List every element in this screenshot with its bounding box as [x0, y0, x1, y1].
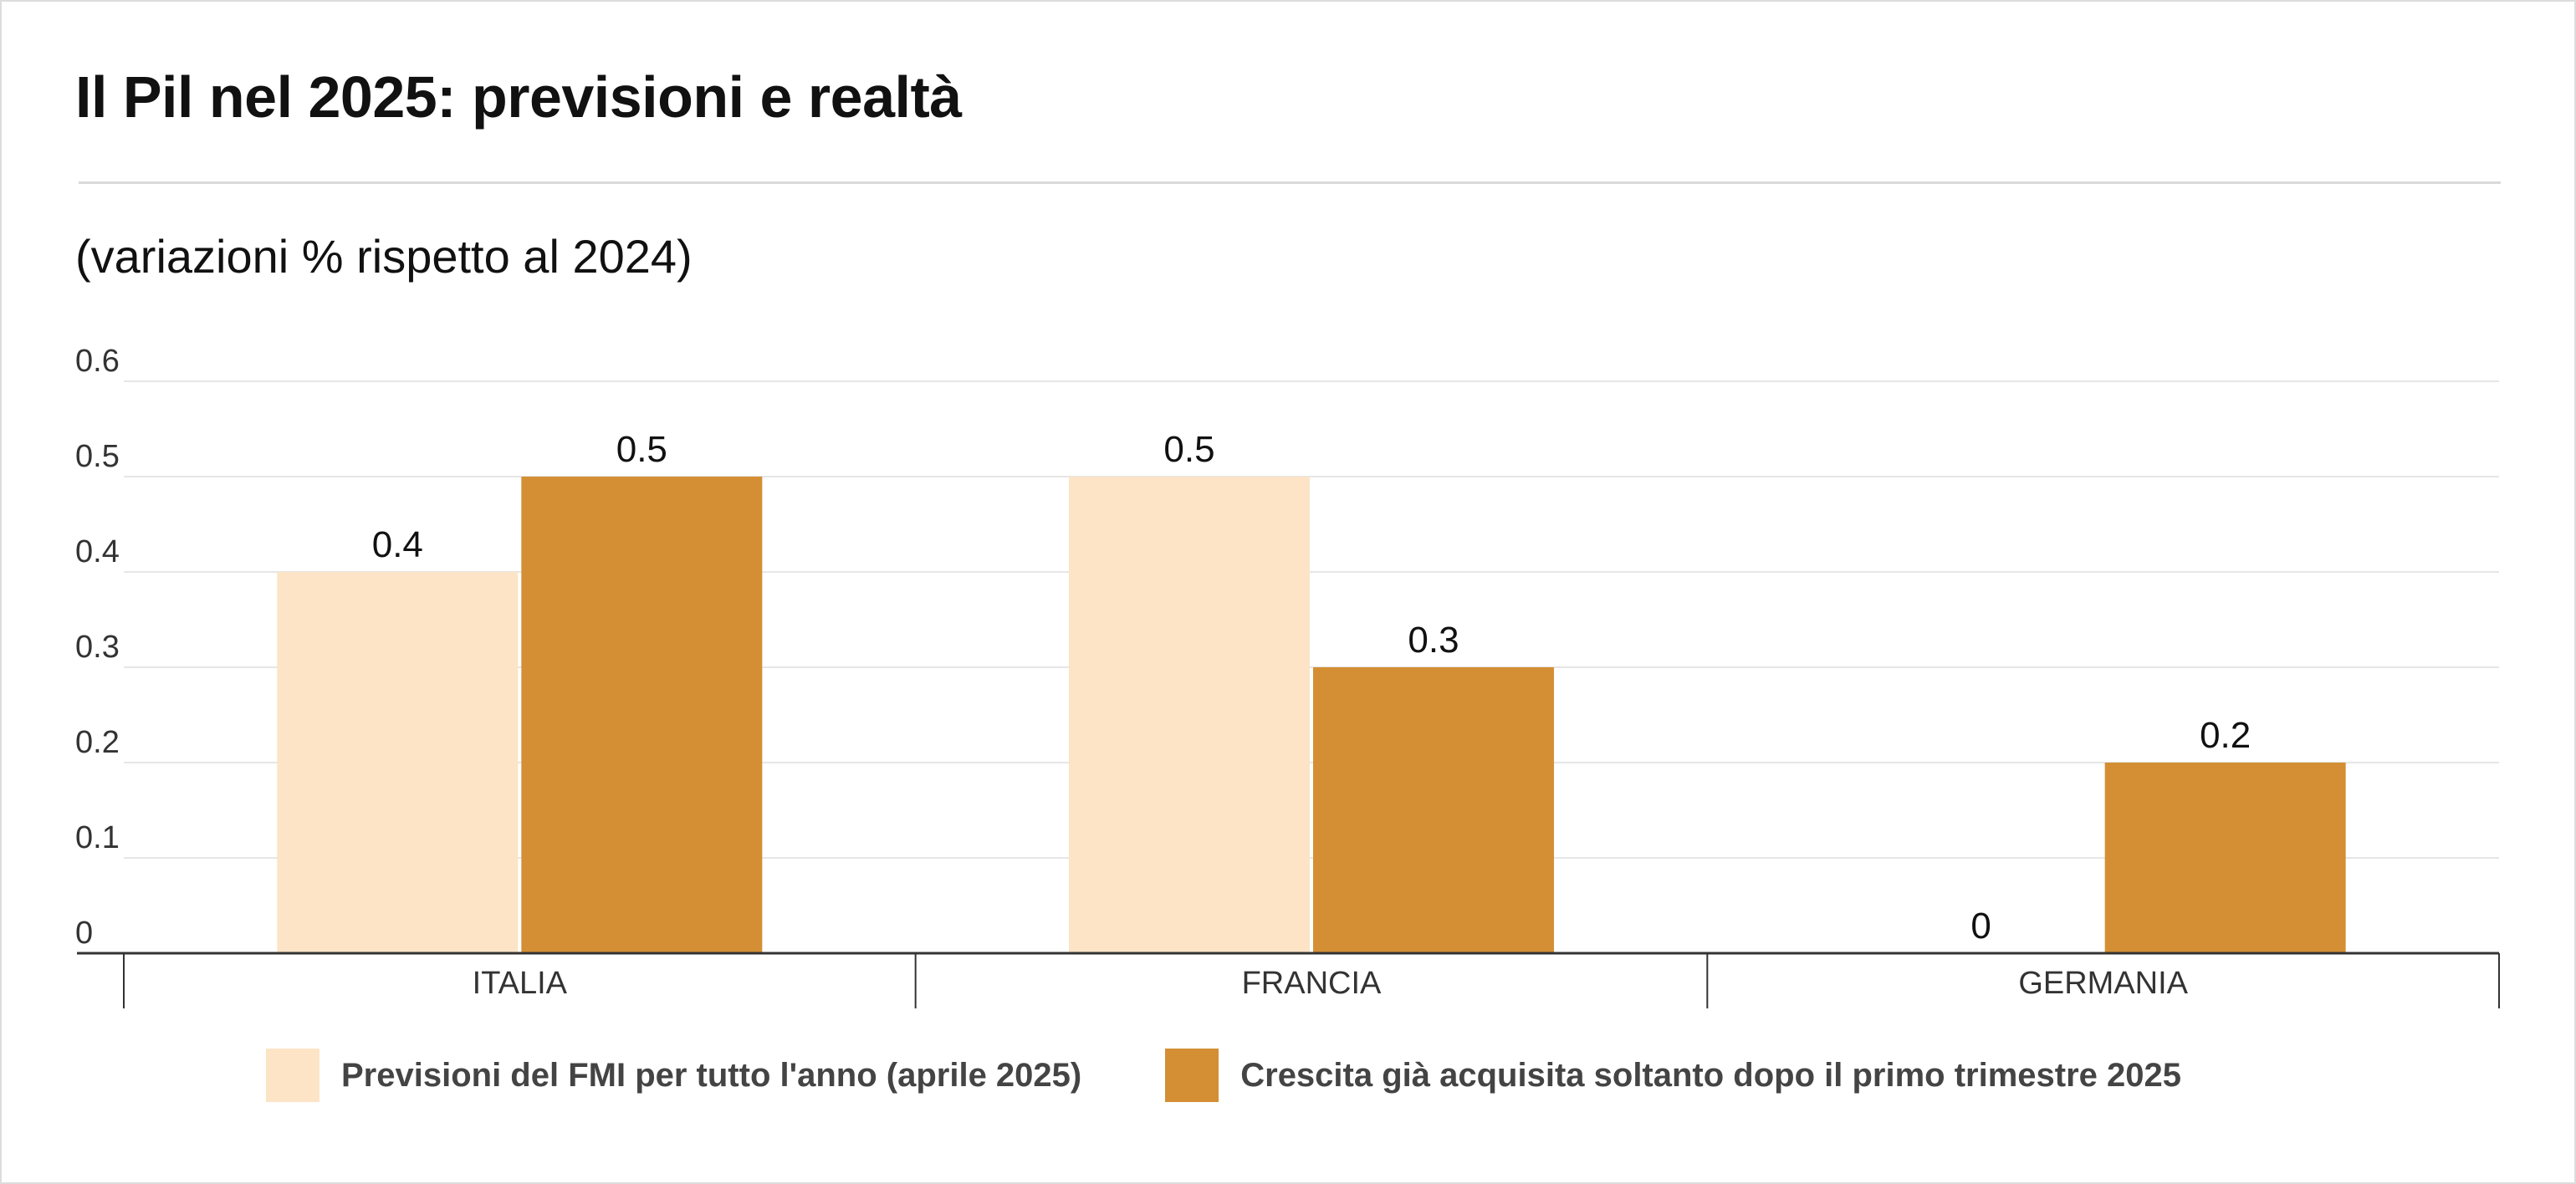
data-label: 0: [1970, 906, 1991, 947]
y-tick-label: 0.6: [75, 344, 120, 379]
data-label: 0.5: [616, 429, 667, 470]
y-tick-label: 0.3: [75, 630, 120, 665]
bar: [277, 572, 519, 953]
bar: [521, 477, 763, 953]
chart-title: Il Pil nel 2025: previsioni e realtà: [75, 64, 962, 130]
bars: 0.4 0.5 0.5 0.3 0 0.2: [277, 429, 2346, 953]
x-tick-label: GERMANIA: [2018, 966, 2188, 1001]
y-tick-label: 0.4: [75, 534, 120, 569]
x-tick-label: ITALIA: [473, 966, 568, 1001]
y-tick-label: 0.2: [75, 725, 120, 760]
legend-item-forecast: Previsioni del FMI per tutto l'anno (apr…: [266, 1049, 1081, 1102]
bar: [2104, 763, 2346, 953]
bar: [1313, 667, 1554, 953]
data-label: 0.2: [2200, 715, 2251, 756]
axes: 0 0.1 0.2 0.3 0.4 0.5 0.6 ITALIA FRANCIA GERMANIA: [75, 344, 2500, 1008]
legend: Previsioni del FMI per tutto l'anno (apr…: [266, 1049, 2265, 1102]
y-tick-label: 0.1: [75, 820, 120, 855]
legend-item-acquired: Crescita già acquisita soltanto dopo il …: [1165, 1049, 2181, 1102]
y-tick-label: 0.5: [75, 439, 120, 474]
legend-swatch-forecast: [266, 1049, 319, 1102]
y-tick-label: 0: [75, 916, 93, 951]
data-label: 0.3: [1408, 620, 1459, 661]
gridlines: [124, 380, 2499, 859]
title-divider: [79, 181, 2501, 184]
bar: [1069, 477, 1310, 953]
legend-label-acquired: Crescita già acquisita soltanto dopo il …: [1240, 1056, 2181, 1094]
bar-chart: 0.4 0.5 0.5 0.3 0 0.2 0 0.1 0.2 0.3 0.4 0.5 0.6 ITAL…: [75, 344, 2500, 1008]
x-tick-label: FRANCIA: [1242, 966, 1382, 1001]
legend-label-forecast: Previsioni del FMI per tutto l'anno (apr…: [341, 1056, 1082, 1094]
data-label: 0.5: [1163, 429, 1214, 470]
legend-swatch-acquired: [1165, 1049, 1219, 1102]
chart-subtitle: (variazioni % rispetto al 2024): [75, 230, 693, 283]
data-label: 0.4: [372, 524, 423, 565]
